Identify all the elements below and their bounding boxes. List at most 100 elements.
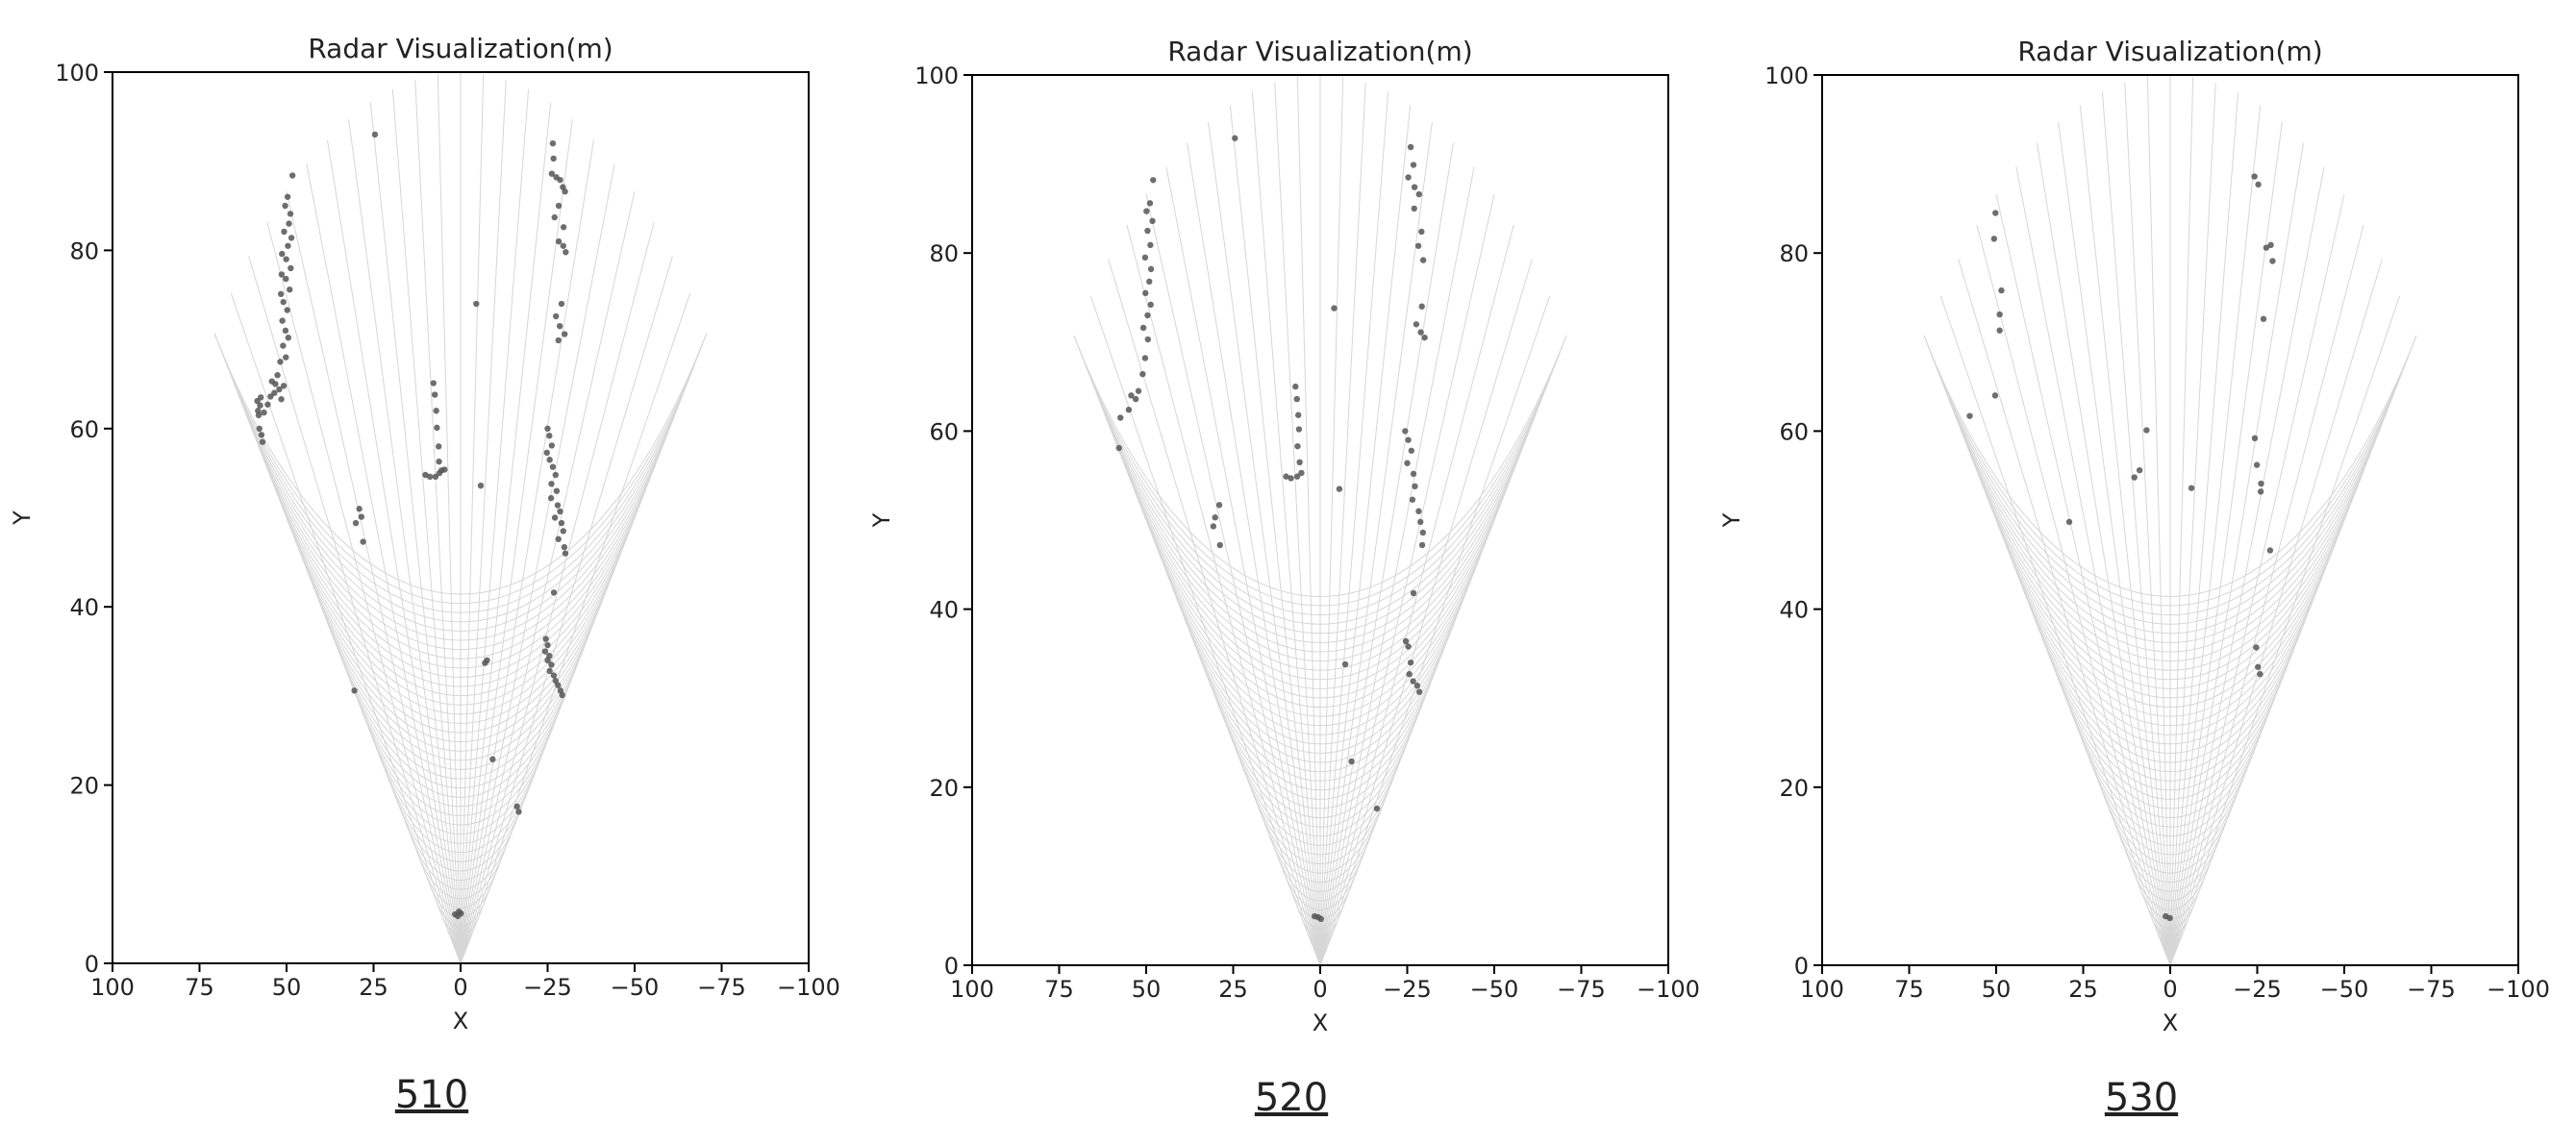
- radar-point: [255, 408, 261, 413]
- radar-point: [432, 391, 438, 397]
- radar-point: [2137, 467, 2142, 473]
- radar-point: [1142, 290, 1148, 296]
- radar-point: [1283, 473, 1288, 479]
- radar-point: [283, 256, 288, 262]
- panel-label: 530: [2105, 1076, 2178, 1120]
- radar-point: [552, 214, 558, 220]
- radar-point: [356, 506, 362, 511]
- radar-point: [553, 472, 559, 478]
- radar-point: [433, 408, 438, 413]
- radar-point: [2188, 485, 2194, 490]
- radar-point: [1408, 660, 1413, 665]
- radar-point: [561, 528, 566, 534]
- radar-point: [556, 238, 562, 244]
- radar-point: [353, 520, 359, 526]
- x-tick-label: 75: [1044, 976, 1074, 1003]
- radar-point: [1294, 443, 1300, 449]
- radar-point: [473, 301, 479, 307]
- radar-point: [351, 687, 357, 693]
- y-tick-label: 40: [1779, 597, 1809, 624]
- y-tick-label: 0: [1794, 953, 1809, 980]
- radar-point: [264, 402, 270, 408]
- radar-point: [1142, 255, 1148, 261]
- chart-title: Radar Visualization(m): [2017, 36, 2322, 67]
- radar-point: [1148, 266, 1154, 272]
- radar-point: [1348, 759, 1354, 764]
- radar-point: [288, 265, 293, 271]
- radar-point: [281, 229, 287, 235]
- y-tick-label: 40: [929, 597, 959, 624]
- data-points: [1966, 173, 2275, 921]
- radar-point: [422, 472, 428, 478]
- radar-point: [1415, 243, 1421, 249]
- radar-point: [549, 442, 555, 448]
- radar-point: [562, 331, 567, 336]
- radar-point: [433, 474, 438, 480]
- x-tick-label: −100: [2487, 976, 2550, 1003]
- radar-point: [1991, 236, 1997, 241]
- radar-point: [1417, 519, 1423, 525]
- radar-point: [489, 757, 495, 762]
- radar-point: [560, 692, 565, 698]
- radar-point: [556, 203, 562, 209]
- radar-point: [278, 291, 284, 297]
- radar-point: [285, 194, 290, 200]
- radar-point: [559, 520, 564, 526]
- radar-point: [1420, 530, 1426, 536]
- x-tick-label: 0: [2163, 976, 2177, 1003]
- radar-point: [1232, 136, 1238, 141]
- x-axis-label: X: [453, 1008, 468, 1034]
- radar-point: [2269, 258, 2275, 263]
- radar-point: [1402, 428, 1408, 434]
- radar-point: [1419, 304, 1425, 310]
- radar-point: [555, 683, 561, 688]
- radar-grid: [214, 72, 707, 963]
- radar-point: [1421, 335, 1427, 340]
- radar-point: [548, 481, 554, 486]
- radar-plot-530: 1007550250−25−50−75−100020406080100Radar…: [1718, 36, 2550, 1120]
- radar-point: [1414, 683, 1420, 688]
- radar-point: [1148, 302, 1154, 308]
- radar-point: [552, 514, 558, 520]
- panel-label: 510: [395, 1073, 468, 1117]
- radar-grid: [1924, 75, 2416, 965]
- radar-point: [289, 172, 295, 178]
- radar-point: [563, 249, 568, 255]
- radar-point: [562, 544, 567, 550]
- radar-point: [1412, 484, 1417, 489]
- x-tick-label: −75: [1557, 976, 1606, 1003]
- radar-point: [360, 538, 365, 544]
- radar-point: [1416, 191, 1422, 197]
- radar-point: [1136, 388, 1141, 394]
- radar-point: [1417, 329, 1423, 335]
- radar-point: [1147, 200, 1153, 206]
- radar-point: [2166, 915, 2172, 921]
- radar-point: [1403, 638, 1409, 644]
- radar-point: [288, 235, 294, 240]
- radar-point: [288, 211, 293, 216]
- x-tick-label: 75: [185, 974, 214, 1001]
- radar-point: [1296, 426, 1302, 432]
- radar-point: [553, 313, 559, 319]
- radar-point: [559, 301, 564, 307]
- radar-point: [2258, 481, 2263, 486]
- radar-point: [1411, 471, 1416, 477]
- y-tick-label: 60: [929, 418, 959, 445]
- y-axis-label: Y: [868, 512, 895, 528]
- radar-point: [1126, 407, 1132, 412]
- x-tick-label: 25: [1218, 976, 1248, 1003]
- radar-point: [1410, 497, 1415, 503]
- radar-point: [548, 661, 554, 667]
- radar-point: [259, 432, 264, 437]
- radar-point: [544, 426, 550, 432]
- radar-point: [1405, 643, 1411, 649]
- radar-point: [542, 635, 548, 641]
- radar-point: [544, 642, 550, 648]
- x-axis-label: X: [1313, 1009, 1328, 1036]
- x-tick-label: −25: [1383, 976, 1432, 1003]
- y-tick-label: 60: [69, 416, 99, 443]
- x-tick-label: 25: [2068, 976, 2098, 1003]
- radar-point: [544, 450, 550, 456]
- x-tick-label: −75: [697, 974, 746, 1001]
- radar-point: [1294, 473, 1300, 479]
